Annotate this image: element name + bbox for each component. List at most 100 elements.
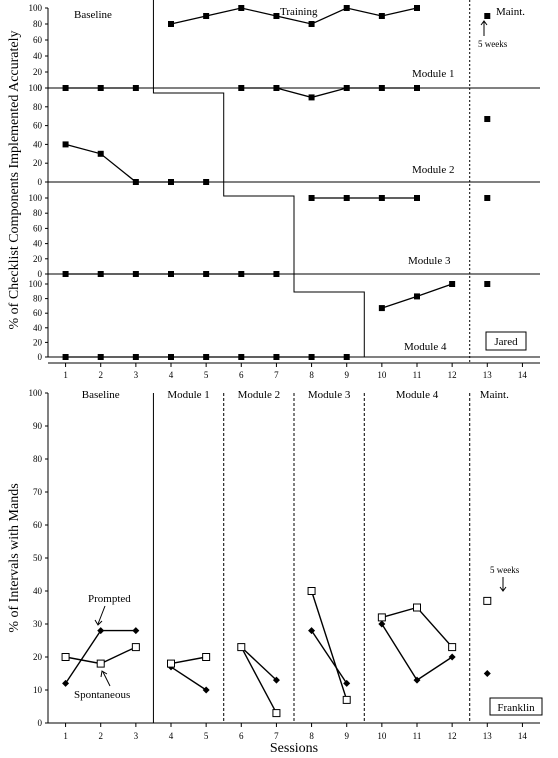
- phase-label: Module 2: [238, 389, 280, 401]
- bottom-y-tick-label: 0: [38, 718, 43, 728]
- phase-label-baseline: Baseline: [74, 9, 112, 21]
- bottom-y-tick-label: 70: [33, 487, 43, 497]
- data-point-square: [343, 85, 350, 91]
- series-line-prompted: [170, 666, 207, 691]
- bottom-x-tick-label: 8: [309, 731, 314, 741]
- bottom-y-tick-label: 80: [33, 454, 43, 464]
- data-point-square: [97, 150, 104, 157]
- phase-label: Module 1: [167, 389, 209, 401]
- data-point-diamond: [308, 627, 316, 635]
- bottom-x-tick-label: 14: [518, 731, 528, 741]
- panel-y-tick-label: 40: [33, 323, 43, 333]
- panel-y-tick-label: 100: [29, 193, 43, 203]
- data-point-square: [308, 195, 315, 201]
- bottom-y-tick-label: 20: [33, 652, 43, 662]
- data-point-square: [484, 281, 491, 287]
- data-point-square: [343, 5, 350, 11]
- data-point-open-square: [307, 587, 316, 595]
- annotation-spontaneous: Spontaneous: [74, 689, 130, 701]
- data-point-diamond: [483, 670, 491, 677]
- data-point-square: [132, 85, 139, 91]
- bottom-y-tick-label: 50: [33, 553, 43, 563]
- series-line: [170, 7, 418, 25]
- data-point-square: [62, 141, 69, 148]
- panel-y-tick-label: 100: [29, 3, 43, 13]
- data-point-square: [414, 5, 420, 11]
- data-point-square: [132, 179, 139, 185]
- annotation-arrow-prompted: [97, 605, 106, 625]
- data-point-diamond: [62, 679, 70, 687]
- data-point-square: [378, 305, 385, 312]
- panel-y-tick-label: 60: [33, 35, 43, 45]
- panel-y-tick-label: 80: [33, 294, 43, 304]
- phase-label: Module 4: [396, 389, 439, 401]
- bottom-y-tick-label: 60: [33, 520, 43, 530]
- top-x-tick-label: 6: [239, 370, 244, 380]
- participant-name: Jared: [494, 336, 518, 348]
- bottom-x-tick-label: 9: [344, 731, 349, 741]
- data-point-square: [168, 179, 174, 185]
- data-point-square: [308, 94, 315, 101]
- bottom-x-tick-label: 1: [63, 731, 68, 741]
- data-point-square: [97, 271, 104, 277]
- bottom-x-tick-label: 7: [274, 731, 279, 741]
- annotation-5-weeks: 5 weeks: [478, 39, 508, 49]
- bottom-x-tick-label: 2: [98, 731, 103, 741]
- participant-name: Franklin: [497, 702, 535, 714]
- bottom-x-tick-label: 13: [483, 731, 493, 741]
- data-point-open-square: [131, 643, 140, 652]
- top-x-tick-label: 4: [169, 370, 174, 380]
- panel-label: Module 3: [408, 255, 451, 267]
- data-point-square: [132, 354, 139, 360]
- panel-y-tick-label: 60: [33, 121, 43, 131]
- data-point-square: [62, 85, 69, 91]
- bottom-y-axis-label: % of Intervals with Mands: [7, 483, 22, 632]
- data-point-square: [414, 195, 420, 201]
- data-point-square: [97, 354, 104, 360]
- phase-label: Module 3: [308, 389, 351, 401]
- panel-y-tick-label: 40: [33, 139, 43, 149]
- data-point-open-square: [377, 613, 386, 622]
- panel-y-tick-label: 20: [33, 158, 43, 168]
- bottom-x-tick-label: 12: [448, 731, 457, 741]
- series-line-spontaneous: [170, 656, 207, 665]
- panel-y-tick-label: 20: [33, 337, 43, 347]
- data-point-square: [273, 354, 280, 360]
- data-point-square: [484, 116, 491, 123]
- data-point-square: [414, 85, 420, 91]
- data-point-square: [378, 85, 385, 91]
- top-x-tick-label: 2: [98, 370, 103, 380]
- data-point-open-square: [342, 695, 351, 704]
- data-point-diamond: [97, 627, 105, 635]
- data-point-square: [168, 271, 174, 277]
- data-point-square: [273, 271, 280, 277]
- bottom-x-tick-label: 5: [204, 731, 209, 741]
- top-x-tick-label: 13: [483, 370, 493, 380]
- panel-y-tick-label: 40: [33, 239, 43, 249]
- series-line-prompted: [310, 630, 348, 684]
- bottom-y-tick-label: 90: [33, 421, 43, 431]
- annotation-arrowhead: [480, 20, 488, 26]
- data-point-square: [132, 271, 139, 277]
- top-x-tick-label: 8: [309, 370, 314, 380]
- top-x-tick-label: 5: [204, 370, 209, 380]
- annotation-5-weeks: 5 weeks: [490, 565, 520, 575]
- panel-label: Module 2: [412, 164, 454, 176]
- panel-label: Module 4: [404, 341, 447, 353]
- data-point-square: [378, 13, 385, 19]
- data-point-square: [203, 179, 210, 185]
- data-point-square: [449, 281, 456, 287]
- top-x-tick-label: 10: [377, 370, 387, 380]
- data-point-open-square: [202, 653, 211, 661]
- top-x-tick-label: 7: [274, 370, 279, 380]
- data-point-square: [97, 85, 104, 91]
- bottom-x-tick-label: 3: [134, 731, 139, 741]
- panel-y-tick-label: 80: [33, 102, 43, 112]
- bottom-x-tick-label: 11: [413, 731, 422, 741]
- participant-box: [485, 331, 527, 351]
- series-line-prompted: [240, 646, 277, 681]
- data-point-square: [273, 85, 280, 91]
- panel-y-tick-label: 60: [33, 308, 43, 318]
- top-x-tick-label: 1: [63, 370, 68, 380]
